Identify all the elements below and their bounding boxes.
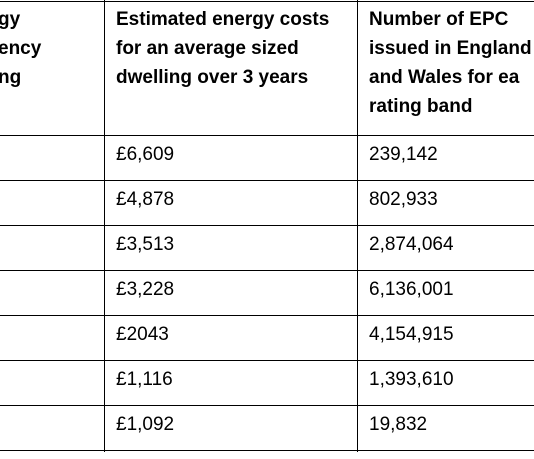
header-text: issued in England bbox=[369, 38, 532, 59]
column-divider bbox=[104, 0, 105, 452]
cell-text: £4,878 bbox=[116, 189, 175, 210]
header-text: gy bbox=[0, 9, 21, 30]
cell-text: £1,116 bbox=[116, 369, 173, 390]
cell-text: £6,609 bbox=[116, 144, 175, 165]
header-text: Estimated energy costs bbox=[116, 9, 330, 30]
column-divider bbox=[357, 0, 358, 452]
row-divider bbox=[0, 180, 534, 181]
cell-text: £1,092 bbox=[116, 414, 175, 435]
row-divider bbox=[0, 315, 534, 316]
cell-text: £2043 bbox=[116, 324, 169, 345]
cell-text: 802,933 bbox=[369, 189, 438, 210]
row-divider bbox=[0, 360, 534, 361]
cell-text: 4,154,915 bbox=[369, 324, 454, 345]
header-text: dwelling over 3 years bbox=[116, 67, 309, 88]
row-divider bbox=[0, 405, 534, 406]
cell-text: 1,393,610 bbox=[369, 369, 454, 390]
header-text: and Wales for ea bbox=[369, 67, 520, 88]
cell-text: 6,136,001 bbox=[369, 279, 454, 300]
row-divider bbox=[0, 225, 534, 226]
cell-text: £3,228 bbox=[116, 279, 175, 300]
header-text: ency bbox=[0, 38, 42, 59]
row-divider bbox=[0, 450, 534, 451]
row-divider bbox=[0, 135, 534, 136]
cell-text: 239,142 bbox=[369, 144, 438, 165]
cell-text: 19,832 bbox=[369, 414, 428, 435]
header-text: for an average sized bbox=[116, 38, 299, 59]
header-text: rating band bbox=[369, 96, 473, 117]
table-border bbox=[0, 1, 534, 2]
row-divider bbox=[0, 270, 534, 271]
header-text: Number of EPC bbox=[369, 9, 509, 30]
cell-text: £3,513 bbox=[116, 234, 175, 255]
header-text: ng bbox=[0, 67, 22, 88]
cell-text: 2,874,064 bbox=[369, 234, 454, 255]
